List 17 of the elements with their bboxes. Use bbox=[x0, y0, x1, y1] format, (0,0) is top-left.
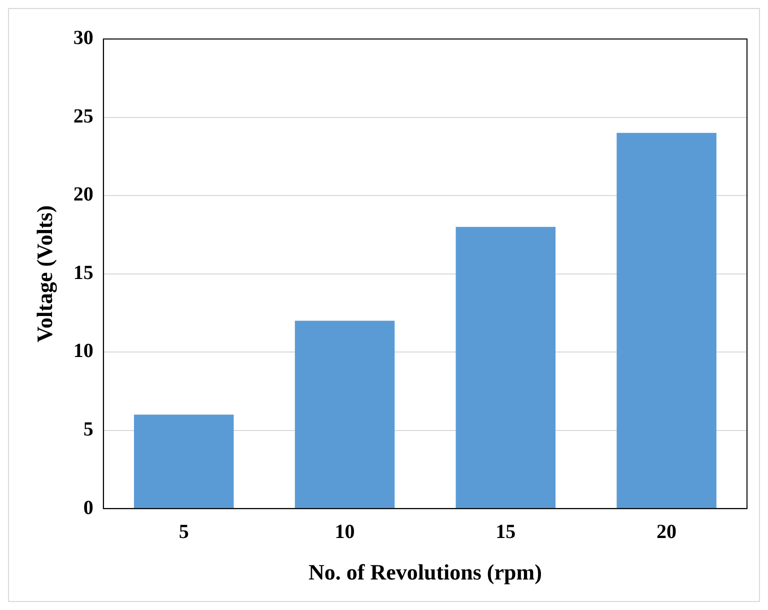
y-tick-label: 0 bbox=[83, 496, 94, 519]
bar bbox=[456, 226, 556, 508]
y-tick-label: 25 bbox=[73, 105, 94, 128]
y-tick-label: 10 bbox=[73, 340, 94, 362]
y-tick-label: 20 bbox=[73, 184, 94, 206]
x-axis-title: No. of Revolutions (rpm) bbox=[308, 559, 542, 584]
x-tick-label: 20 bbox=[656, 520, 677, 543]
x-tick-label: 10 bbox=[334, 520, 355, 543]
bar bbox=[294, 320, 395, 508]
y-tick-label: 5 bbox=[83, 418, 94, 441]
x-tick-label: 5 bbox=[178, 520, 189, 543]
bar bbox=[616, 132, 716, 508]
x-tick-label: 15 bbox=[496, 520, 516, 543]
y-axis-title: Voltage (Volts) bbox=[32, 205, 57, 342]
y-tick-label: 30 bbox=[73, 27, 94, 50]
y-tick-label: 15 bbox=[73, 262, 94, 284]
bar bbox=[134, 414, 234, 508]
